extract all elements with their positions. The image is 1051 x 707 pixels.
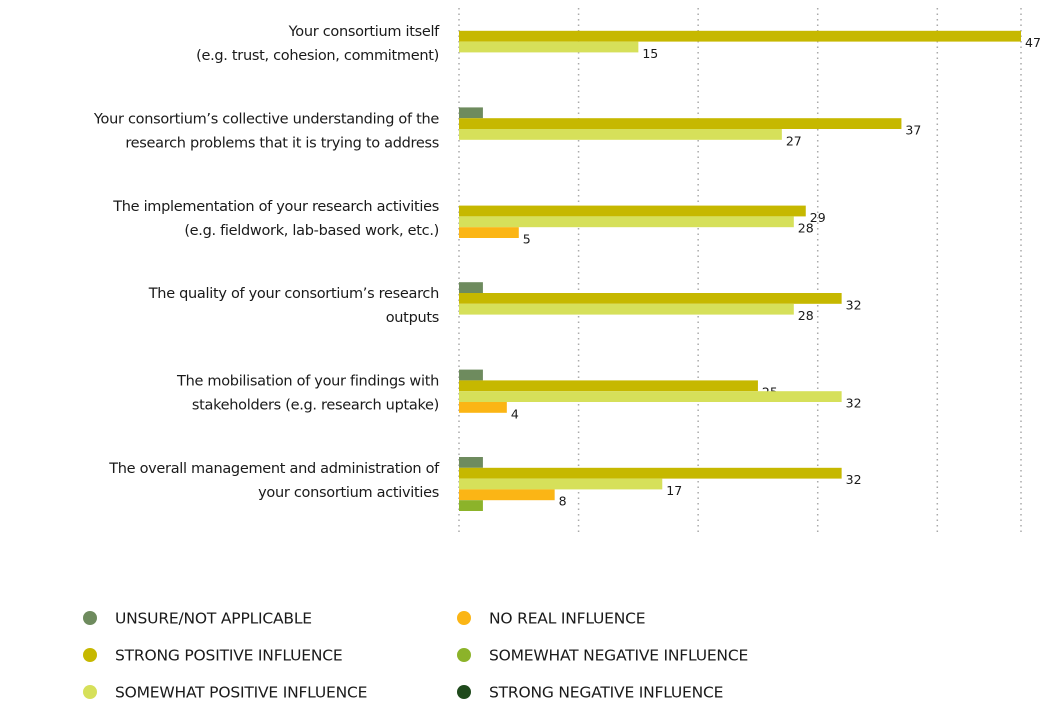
category-label: (e.g. trust, cohesion, commitment) bbox=[196, 48, 439, 64]
category-label: The overall management and administratio… bbox=[108, 461, 440, 477]
legend-label: STRONG POSITIVE INFLUENCE bbox=[115, 647, 342, 665]
bar bbox=[459, 402, 507, 413]
value-label: 29 bbox=[810, 210, 826, 225]
legend-marker bbox=[83, 648, 97, 662]
legend-label: SOMEWHAT NEGATIVE INFLUENCE bbox=[489, 647, 748, 665]
category-label: Your consortium itself bbox=[288, 24, 441, 40]
category-label: research problems that it is trying to a… bbox=[125, 135, 439, 151]
legend-marker bbox=[83, 685, 97, 699]
bar bbox=[459, 369, 483, 381]
value-label: 17 bbox=[666, 483, 682, 498]
value-label: 4 bbox=[511, 406, 519, 421]
value-label: 28 bbox=[798, 221, 814, 236]
bar bbox=[459, 205, 806, 217]
bar bbox=[459, 380, 758, 392]
bar bbox=[459, 227, 519, 238]
value-label: 37 bbox=[905, 123, 921, 138]
category-label: The quality of your consortium’s researc… bbox=[148, 286, 439, 302]
value-label: 5 bbox=[523, 232, 531, 247]
value-label: 8 bbox=[559, 494, 567, 509]
legend-marker bbox=[457, 685, 471, 699]
category-label: The implementation of your research acti… bbox=[112, 199, 439, 215]
category-label: The mobilisation of your findings with bbox=[176, 374, 439, 390]
bar bbox=[459, 30, 1021, 42]
value-label: 32 bbox=[846, 297, 862, 312]
category-label: stakeholders (e.g. research uptake) bbox=[192, 398, 439, 414]
category-label: your consortium activities bbox=[258, 485, 439, 501]
bar bbox=[459, 303, 794, 315]
legend-marker bbox=[457, 611, 471, 625]
value-label: 28 bbox=[798, 308, 814, 323]
bar bbox=[459, 467, 842, 479]
category-label: (e.g. fieldwork, lab-based work, etc.) bbox=[184, 223, 439, 239]
bar bbox=[459, 457, 483, 468]
bar bbox=[459, 489, 555, 501]
bar bbox=[459, 107, 483, 119]
category-label: outputs bbox=[386, 310, 439, 326]
bar bbox=[459, 500, 483, 511]
value-label: 47 bbox=[1025, 35, 1041, 50]
bar bbox=[459, 216, 794, 228]
value-label: 32 bbox=[846, 396, 862, 411]
legend-marker bbox=[457, 648, 471, 662]
value-label: 15 bbox=[642, 46, 658, 61]
legend-marker bbox=[83, 611, 97, 625]
bar bbox=[459, 478, 663, 490]
bar bbox=[459, 41, 639, 53]
category-label: Your consortium’s collective understandi… bbox=[93, 111, 439, 127]
legend-label: NO REAL INFLUENCE bbox=[489, 610, 645, 628]
bar bbox=[459, 118, 902, 129]
legend-label: STRONG NEGATIVE INFLUENCE bbox=[489, 684, 723, 702]
bar bbox=[459, 282, 483, 293]
bar bbox=[459, 391, 842, 402]
legend-label: UNSURE/NOT APPLICABLE bbox=[115, 610, 312, 628]
value-label: 32 bbox=[846, 472, 862, 487]
bar bbox=[459, 129, 782, 140]
value-label: 27 bbox=[786, 133, 802, 148]
bar bbox=[459, 293, 842, 304]
legend-label: SOMEWHAT POSITIVE INFLUENCE bbox=[115, 684, 367, 702]
